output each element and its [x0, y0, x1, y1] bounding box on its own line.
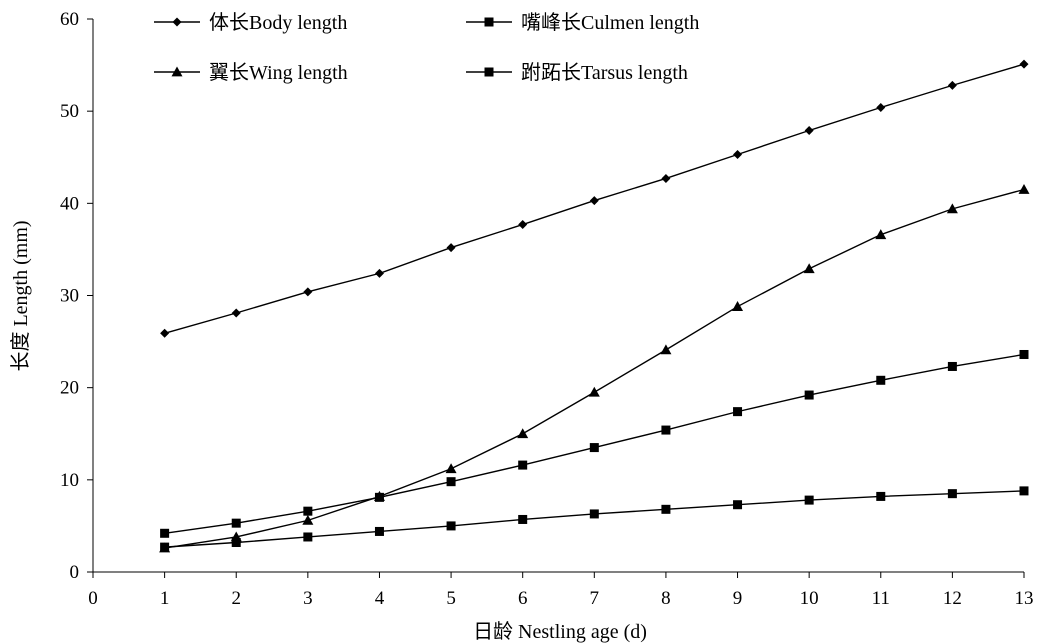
plot-area	[159, 59, 1030, 553]
data-point	[947, 361, 957, 371]
data-point	[946, 203, 958, 214]
y-axis-title: 长度 Length (mm)	[9, 220, 32, 371]
data-point	[518, 514, 528, 524]
data-point	[876, 491, 886, 501]
data-point	[1019, 59, 1029, 69]
data-point	[446, 243, 456, 253]
legend-marker	[172, 17, 182, 27]
data-point	[733, 407, 743, 417]
series-3	[159, 184, 1030, 553]
legend-marker	[171, 66, 183, 77]
y-tick-label: 60	[60, 9, 79, 30]
legend-marker	[484, 67, 494, 77]
data-point	[303, 287, 313, 297]
data-point	[947, 489, 957, 499]
data-point	[660, 344, 672, 355]
legend: 体长Body length 嘴峰长Culmen length 翼长Wing leng…	[154, 11, 699, 84]
data-point	[661, 504, 671, 514]
x-tick-label: 0	[88, 588, 98, 609]
data-point	[374, 268, 384, 278]
data-point	[661, 173, 671, 183]
data-point	[374, 492, 384, 502]
data-point	[518, 220, 528, 230]
data-point	[804, 126, 814, 136]
data-point	[947, 80, 957, 90]
x-tick-label: 13	[1015, 588, 1034, 609]
x-tick-label: 6	[518, 588, 528, 609]
y-ticks: 0 10 20 30 40 50 60	[60, 9, 93, 583]
legend-marker	[484, 17, 494, 27]
data-point	[1018, 184, 1030, 194]
data-point	[303, 532, 313, 542]
data-point	[518, 460, 528, 470]
series-line	[164, 188, 1025, 549]
data-point	[231, 538, 241, 548]
legend-label: 翼长Wing length	[209, 61, 348, 84]
x-axis-title: 日龄 Nestling age (d)	[473, 620, 647, 643]
axes	[92, 19, 1024, 573]
data-point	[159, 542, 171, 553]
data-point	[733, 149, 743, 159]
data-point	[661, 425, 671, 435]
x-tick-label: 7	[590, 588, 600, 609]
data-point	[230, 531, 242, 542]
legend-label: 跗跖长Tarsus length	[521, 61, 688, 84]
data-point	[374, 526, 384, 536]
data-point	[804, 495, 814, 505]
data-point	[446, 477, 456, 487]
data-point	[303, 506, 313, 516]
data-point	[589, 509, 599, 519]
data-point	[1019, 349, 1029, 359]
y-tick-label: 0	[70, 562, 80, 583]
data-point	[589, 196, 599, 206]
y-tick-label: 30	[60, 286, 79, 307]
legend-item: 翼长Wing length	[154, 61, 348, 84]
data-point	[231, 308, 241, 318]
data-point	[732, 301, 744, 311]
x-tick-label: 2	[231, 588, 241, 609]
x-ticks: 0 1 2 3 4 5 6 7 8 9 10 11 12 13	[88, 572, 1034, 609]
x-tick-label: 10	[800, 588, 819, 609]
data-point	[804, 390, 814, 400]
data-point	[733, 500, 743, 510]
x-tick-label: 4	[375, 588, 385, 609]
series-2	[160, 486, 1029, 552]
x-tick-label: 11	[872, 588, 890, 609]
data-point	[231, 518, 241, 528]
data-point	[1019, 486, 1029, 496]
data-point	[160, 528, 170, 538]
data-point	[876, 375, 886, 385]
x-tick-label: 5	[446, 588, 456, 609]
series-1	[160, 59, 1029, 338]
x-tick-label: 9	[733, 588, 743, 609]
legend-label: 体长Body length	[209, 11, 347, 34]
x-tick-label: 1	[160, 588, 170, 609]
data-point	[803, 263, 815, 274]
data-point	[589, 443, 599, 453]
data-point	[446, 521, 456, 531]
x-tick-label: 12	[943, 588, 962, 609]
legend-label: 嘴峰长Culmen length	[521, 11, 699, 34]
y-tick-label: 20	[60, 378, 79, 399]
series-4	[160, 349, 1029, 538]
y-tick-label: 10	[60, 470, 79, 491]
series-line	[164, 490, 1025, 548]
legend-item: 体长Body length	[154, 11, 347, 34]
data-point	[876, 102, 886, 112]
x-tick-label: 8	[661, 588, 671, 609]
data-point	[588, 386, 600, 397]
data-point	[517, 428, 529, 439]
data-point	[875, 229, 887, 240]
y-tick-label: 50	[60, 101, 79, 122]
data-point	[445, 463, 457, 474]
data-point	[302, 514, 314, 525]
y-tick-label: 40	[60, 193, 79, 214]
legend-item: 嘴峰长Culmen length	[466, 11, 699, 34]
legend-item: 跗跖长Tarsus length	[466, 61, 688, 84]
x-tick-label: 3	[303, 588, 313, 609]
data-point	[160, 328, 170, 338]
